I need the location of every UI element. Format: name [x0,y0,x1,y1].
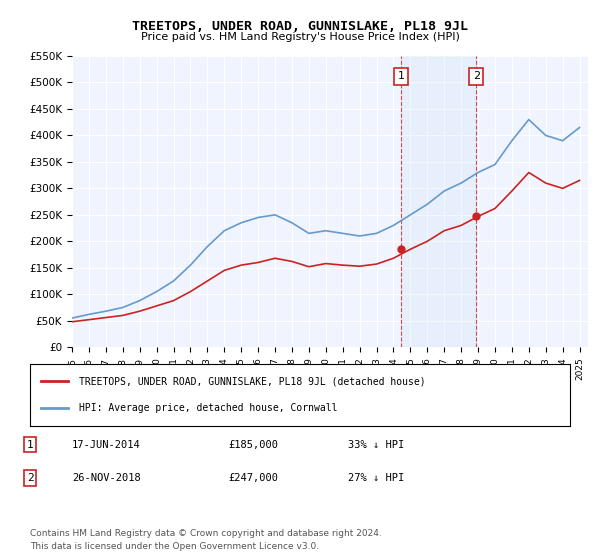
Text: Contains HM Land Registry data © Crown copyright and database right 2024.: Contains HM Land Registry data © Crown c… [30,529,382,538]
Text: 1: 1 [26,440,34,450]
Text: Price paid vs. HM Land Registry's House Price Index (HPI): Price paid vs. HM Land Registry's House … [140,32,460,43]
Text: 2: 2 [26,473,34,483]
Bar [401,56,476,347]
Text: TREETOPS, UNDER ROAD, GUNNISLAKE, PL18 9JL (detached house): TREETOPS, UNDER ROAD, GUNNISLAKE, PL18 9… [79,376,425,386]
Text: £247,000: £247,000 [228,473,278,483]
Text: 33% ↓ HPI: 33% ↓ HPI [348,440,404,450]
Text: £185,000: £185,000 [228,440,278,450]
Text: This data is licensed under the Open Government Licence v3.0.: This data is licensed under the Open Gov… [30,542,319,551]
Text: 27% ↓ HPI: 27% ↓ HPI [348,473,404,483]
Text: TREETOPS, UNDER ROAD, GUNNISLAKE, PL18 9JL: TREETOPS, UNDER ROAD, GUNNISLAKE, PL18 9… [132,20,468,32]
Text: 26-NOV-2018: 26-NOV-2018 [72,473,141,483]
Text: 17-JUN-2014: 17-JUN-2014 [72,440,141,450]
Text: HPI: Average price, detached house, Cornwall: HPI: Average price, detached house, Corn… [79,403,337,413]
Text: 1: 1 [398,71,405,81]
Text: 2: 2 [473,71,480,81]
